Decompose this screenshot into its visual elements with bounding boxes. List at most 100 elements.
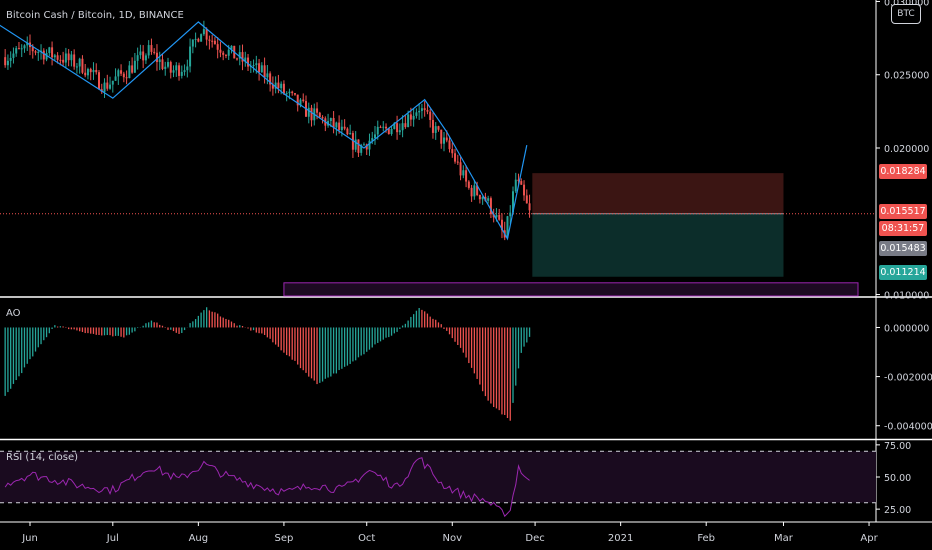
candle-body — [103, 82, 106, 92]
candle-body — [211, 40, 214, 42]
candle-body — [285, 93, 288, 95]
rsi-tick-label: 50.00 — [884, 473, 911, 484]
candle-body — [136, 55, 139, 61]
stop-price-tag: 0.018284 — [879, 164, 927, 179]
candle-body — [189, 46, 192, 67]
candle-body — [147, 45, 150, 56]
last-price-tag: 0.015517 — [879, 204, 927, 219]
support-rectangle — [283, 282, 859, 297]
candle-body — [59, 59, 62, 61]
candle-body — [360, 145, 363, 153]
rsi-band — [0, 451, 876, 503]
candle-body — [133, 60, 136, 73]
candle-body — [236, 58, 238, 60]
candle-body — [374, 134, 376, 139]
candle-body — [420, 108, 423, 111]
candle-body — [92, 69, 95, 73]
candle-body — [481, 196, 484, 200]
candle-body — [509, 212, 512, 217]
price-tick-label: 0.025000 — [884, 71, 929, 82]
candle-body — [175, 65, 178, 71]
candle-body — [429, 111, 432, 120]
rsi-line — [4, 457, 530, 518]
candle-body — [362, 144, 365, 146]
candle-body — [465, 170, 468, 182]
candle-body — [489, 198, 492, 215]
candle-body — [202, 29, 205, 35]
candle-body — [213, 40, 216, 45]
candle-body — [412, 115, 415, 120]
candle-body — [153, 51, 156, 53]
candle-body — [78, 58, 81, 67]
candle-body — [178, 65, 181, 76]
candle-body — [371, 138, 374, 141]
price-tick-label: 0.020000 — [884, 144, 929, 155]
candle-body — [139, 51, 142, 56]
candle-body — [299, 99, 302, 106]
x-tick-label: Jul — [106, 533, 119, 544]
candle-body — [393, 123, 396, 129]
candle-body — [260, 65, 263, 73]
candle-body — [462, 170, 465, 176]
candle-body — [70, 54, 73, 61]
candle-body — [426, 110, 429, 112]
candle-body — [238, 52, 241, 59]
x-tick-label: Sep — [274, 533, 293, 544]
candle-body — [64, 53, 67, 63]
candle-body — [62, 59, 65, 63]
candle-body — [418, 110, 421, 113]
candle-body — [114, 76, 117, 81]
candle-body — [434, 126, 437, 133]
candle-body — [6, 60, 9, 66]
candle-body — [357, 139, 360, 153]
candle-body — [89, 68, 92, 73]
candle-body — [459, 162, 462, 176]
candle-body — [445, 137, 448, 141]
rsi-pane-label: RSI (14, close) — [6, 452, 79, 463]
candle-body — [144, 55, 147, 61]
x-tick-label: Apr — [860, 533, 878, 544]
candle-body — [321, 117, 324, 119]
candles — [4, 20, 531, 241]
x-tick-label: Oct — [358, 533, 375, 544]
candle-body — [451, 149, 454, 154]
ao-tick-label: -0.002000 — [884, 373, 932, 384]
target-price-tag: 0.011214 — [879, 265, 927, 280]
candle-body — [291, 91, 294, 94]
candle-body — [288, 91, 291, 94]
candle-body — [247, 57, 250, 67]
candle-body — [244, 57, 247, 62]
rsi-tick-label: 75.00 — [884, 441, 911, 452]
candle-body — [404, 123, 407, 128]
candle-body — [368, 140, 371, 150]
candle-body — [346, 128, 349, 135]
candle-body — [15, 48, 18, 54]
candle-body — [164, 66, 167, 69]
candle-body — [67, 53, 70, 61]
candle-body — [476, 185, 479, 196]
candle-body — [191, 39, 194, 47]
candle-body — [4, 57, 7, 66]
candle-body — [216, 44, 219, 50]
candle-body — [111, 80, 114, 85]
candle-body — [169, 62, 172, 73]
candle-body — [523, 184, 526, 196]
candle-body — [401, 123, 404, 131]
candle-body — [495, 214, 498, 218]
candle-body — [440, 129, 443, 144]
zigzag-line — [0, 21, 528, 241]
candle-body — [117, 70, 120, 77]
currency-button[interactable]: BTC — [891, 4, 921, 24]
candle-body — [409, 114, 412, 120]
candle-body — [365, 144, 368, 150]
candle-body — [205, 29, 208, 40]
candle-body — [343, 126, 346, 129]
candle-body — [506, 216, 509, 238]
take-profit-zone — [532, 213, 784, 277]
candle-body — [75, 66, 78, 68]
candle-body — [335, 122, 338, 128]
ao-tick-label: -0.004000 — [884, 422, 932, 433]
x-tick-label: Feb — [697, 533, 715, 544]
candle-body — [398, 130, 401, 133]
